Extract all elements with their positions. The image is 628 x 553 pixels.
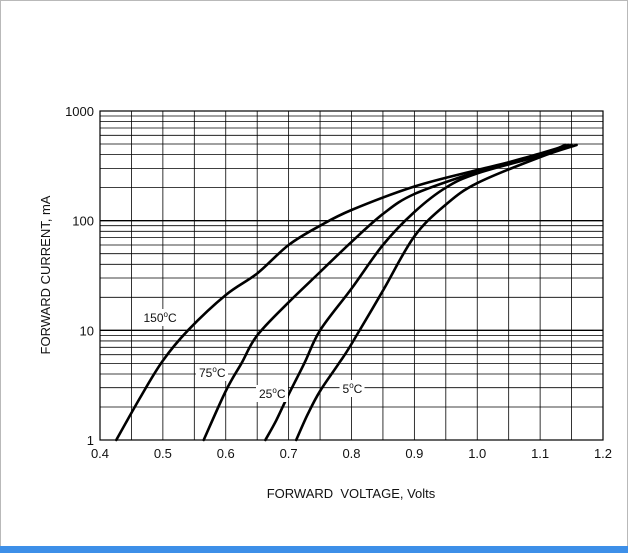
y-tick-label: 1000 [65, 104, 94, 119]
x-tick-label: 0.8 [342, 446, 360, 461]
x-tick-label: 0.5 [154, 446, 172, 461]
x-tick-labels: 0.4 0.5 0.6 0.7 0.8 0.9 1.0 1.1 1.2 [91, 446, 612, 461]
curve-2 [264, 143, 573, 442]
curve-label-bg [256, 385, 288, 402]
x-tick-label: 1.1 [531, 446, 549, 461]
curve-1 [202, 143, 570, 442]
x-tick-label: 0.4 [91, 446, 109, 461]
curve-label-1: 75oC [199, 365, 226, 380]
y-tick-label: 10 [80, 323, 94, 338]
y-axis-title: FORWARD CURRENT, mA [38, 195, 53, 354]
curve-label-3: 5oC [343, 381, 363, 396]
curve-0 [115, 143, 567, 442]
x-tick-label: 0.7 [280, 446, 298, 461]
curve-label-0: 150oC [144, 310, 177, 325]
curve-labels: 150oC 75oC 25oC 5oC [140, 309, 365, 402]
curve-3 [294, 143, 578, 442]
accent-bar [0, 546, 628, 553]
x-tick-label: 1.0 [468, 446, 486, 461]
y-tick-labels: 1 10 100 1000 [65, 104, 94, 448]
x-tick-label: 1.2 [594, 446, 612, 461]
curve-label-bg [196, 364, 228, 381]
major-grid [100, 219, 603, 332]
y-tick-label: 1 [87, 433, 94, 448]
curve-label-bg [339, 380, 365, 397]
x-tick-label: 0.9 [405, 446, 423, 461]
plot-border [99, 110, 604, 441]
x-tick-label: 0.6 [217, 446, 235, 461]
y-tick-label: 100 [72, 214, 94, 229]
curve-label-bg [140, 309, 180, 326]
x-axis-title: FORWARD VOLTAGE, Volts [267, 486, 436, 501]
curve-label-2: 25oC [259, 386, 286, 401]
